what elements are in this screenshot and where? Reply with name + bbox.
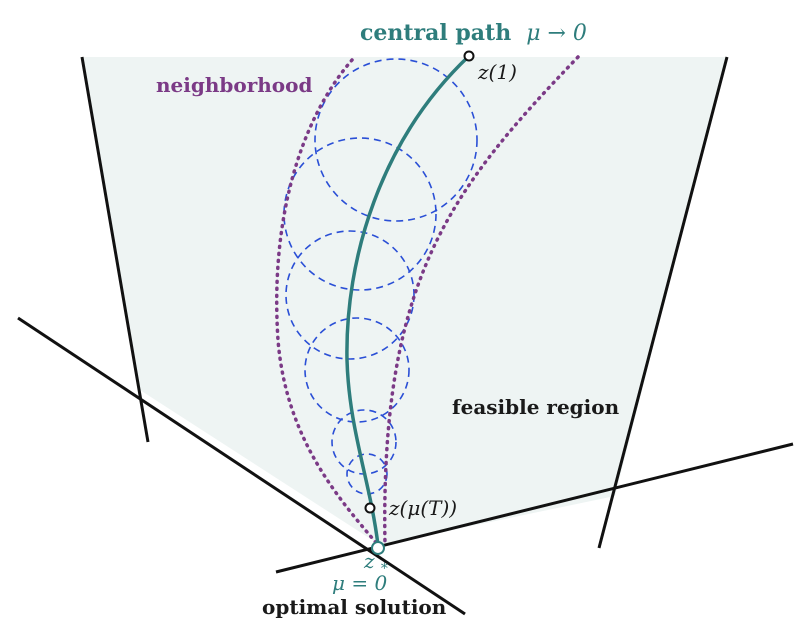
central-path-curve (345, 54, 471, 546)
neighborhood-boundary (274, 55, 580, 547)
neighborhood-balls (283, 58, 478, 495)
z1-label: z(1) (477, 60, 517, 84)
ball-1 (314, 58, 478, 222)
feasible-region-label: feasible region (452, 395, 620, 419)
point-z-star (371, 541, 385, 555)
ball-3 (285, 230, 415, 360)
ball-6 (346, 453, 388, 495)
central-path-text: central path (360, 20, 511, 46)
z-mu-t-label: z(μ(T)) (388, 496, 457, 520)
feasible-region-area (82, 57, 727, 545)
point-z-mu-t (364, 502, 376, 514)
constraint-line-lower-left (17, 316, 466, 616)
point-z1 (463, 50, 475, 62)
neighborhood-boundary-right (383, 55, 580, 547)
ball-4 (304, 317, 410, 423)
z-star-sub: * (381, 561, 388, 577)
central-path-label: central path μ → 0 (360, 20, 587, 46)
mu-zero-label: μ = 0 (332, 571, 387, 595)
optimal-solution-label: optimal solution (262, 595, 447, 619)
neighborhood-label: neighborhood (156, 73, 312, 97)
constraint-lines (17, 56, 794, 616)
constraint-line-lower-right (275, 442, 794, 574)
central-path-limit-text: μ → 0 (526, 21, 587, 46)
constraint-line-left (80, 56, 150, 443)
constraint-line-right (597, 56, 729, 549)
neighborhood-boundary-left (274, 58, 380, 547)
z-star-text: z (363, 549, 375, 573)
ball-2 (283, 137, 437, 291)
z-star-label: z * (363, 549, 388, 577)
